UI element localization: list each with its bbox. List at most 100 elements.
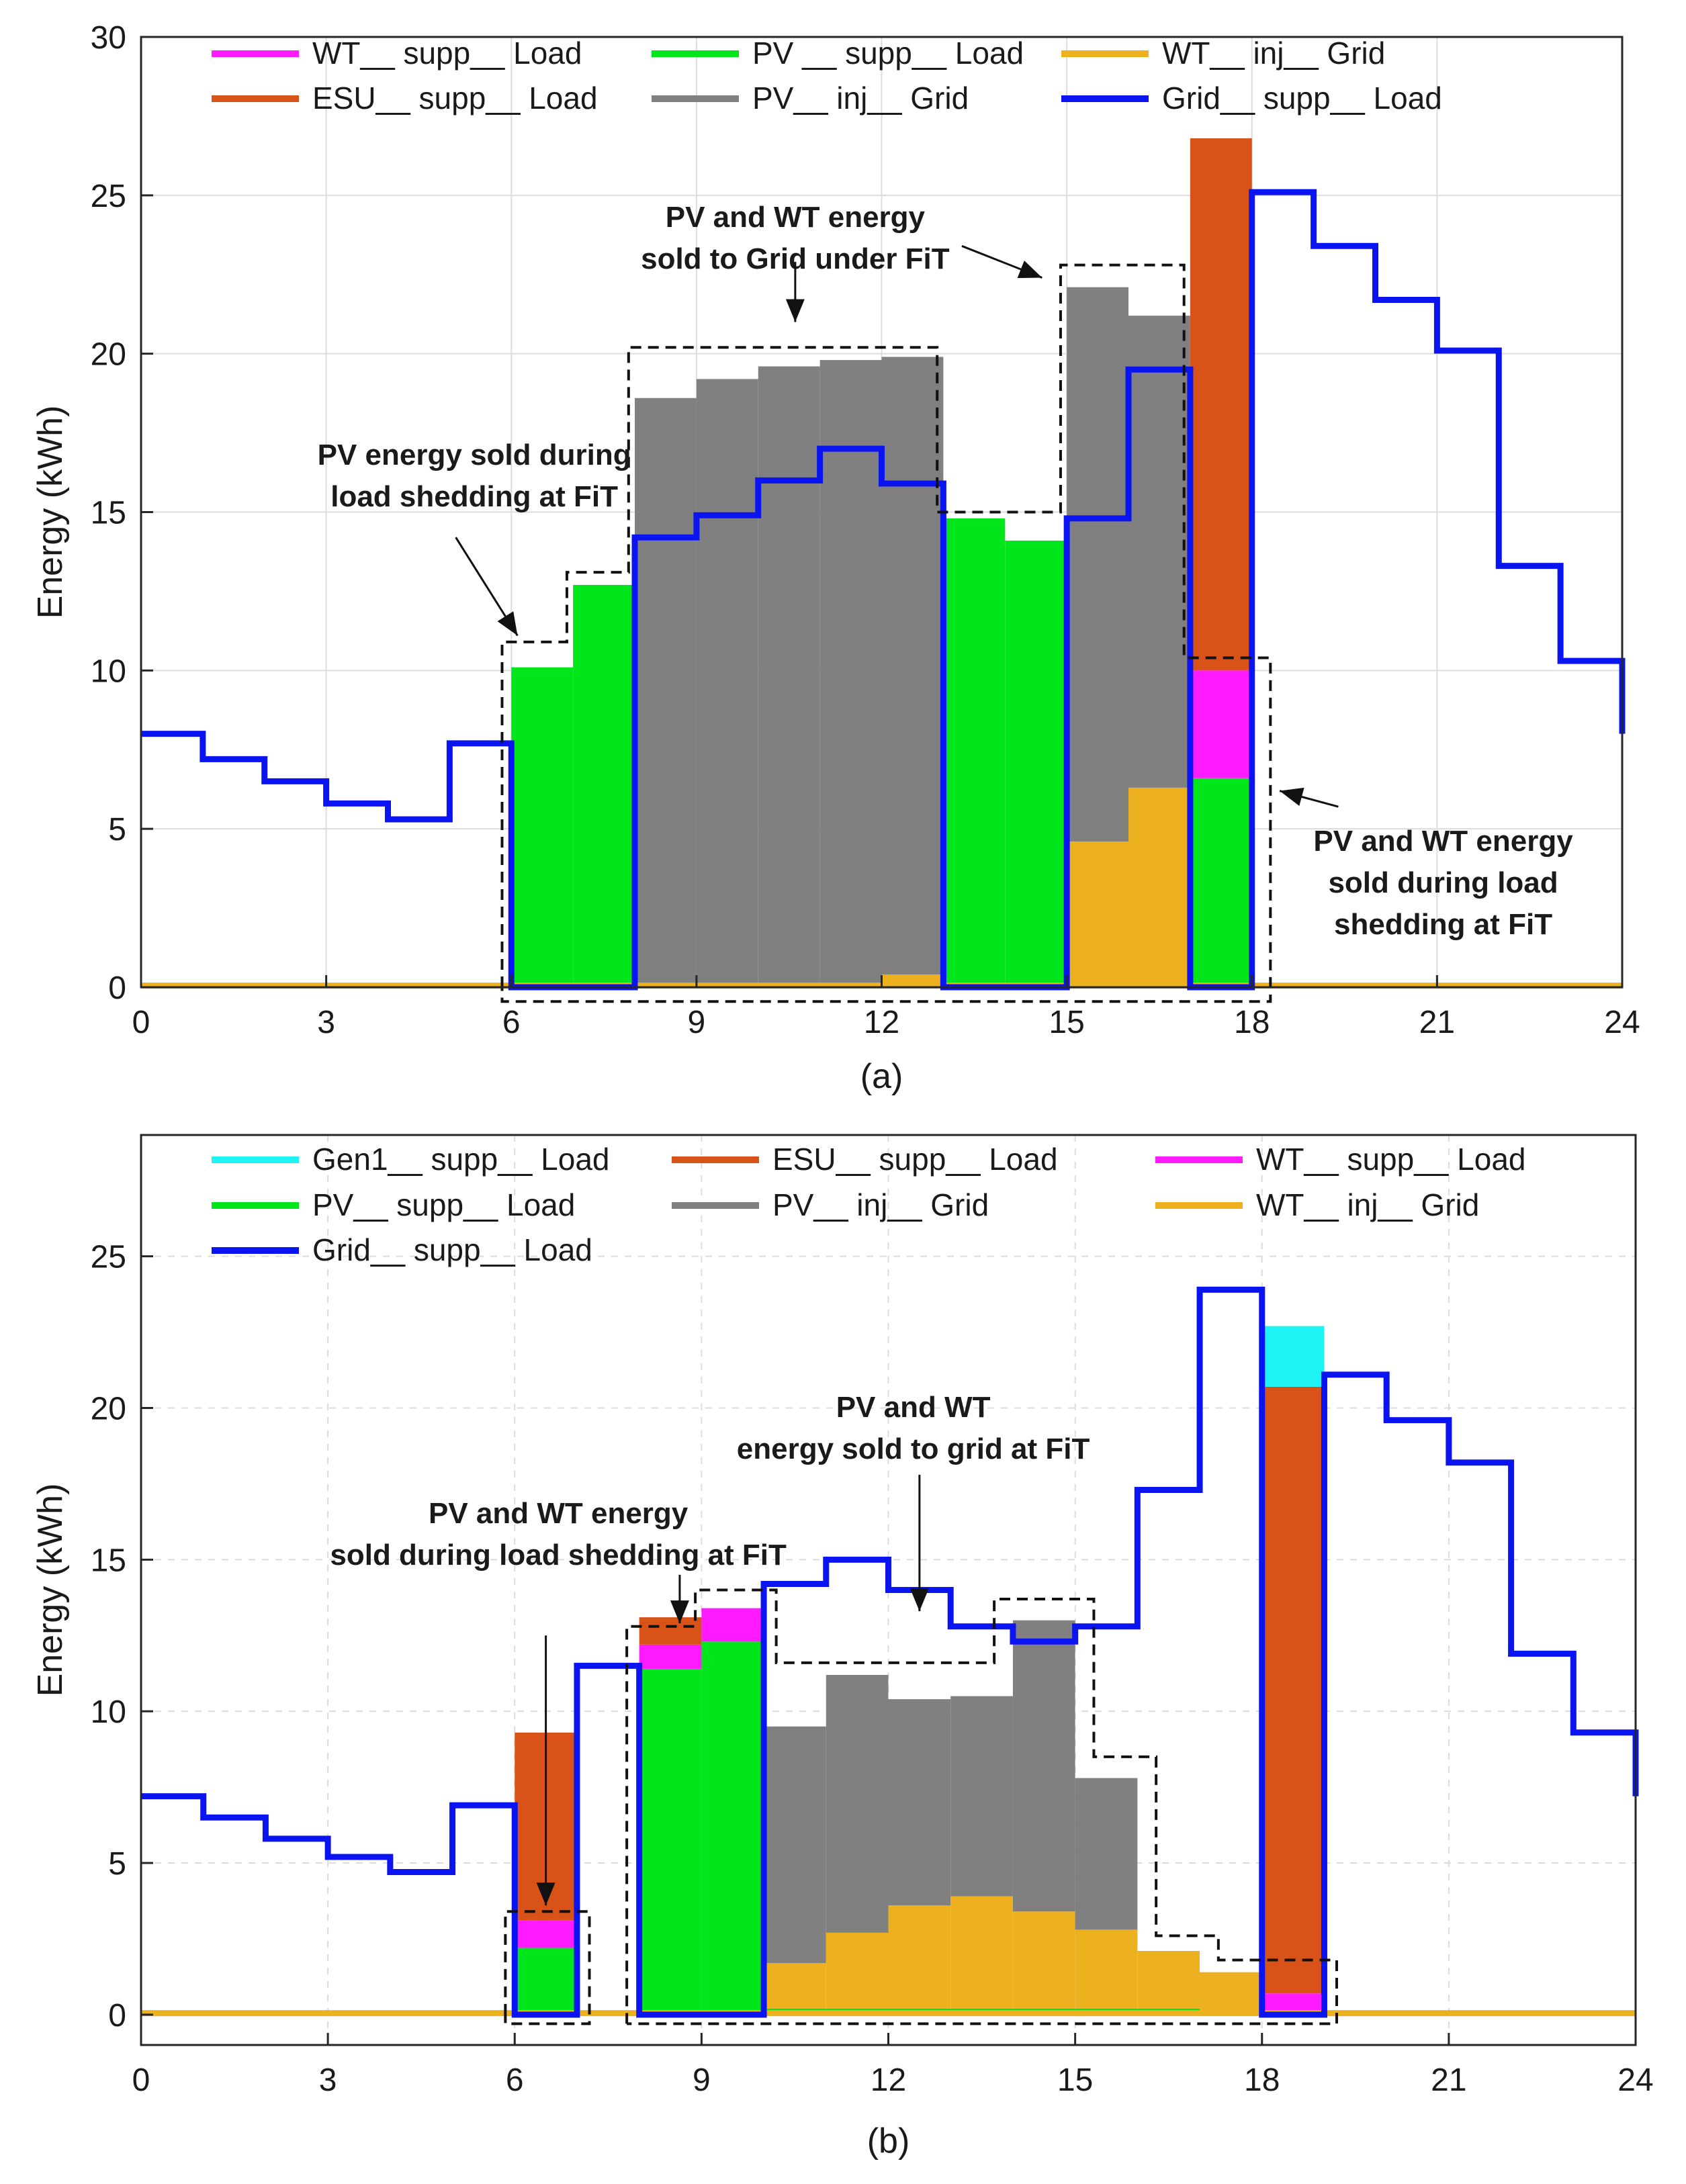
panel-b-annotation-text: PV and WT — [836, 1391, 991, 1424]
panel-b-bar-pv-inj-h13 — [950, 1696, 1013, 1897]
panel-a-bars — [511, 138, 1252, 987]
panel-a-bar-wt-inj-h15 — [1067, 841, 1128, 987]
panel-a-bar-esu-h17 — [1190, 138, 1252, 671]
panel-b-ytick-label: 5 — [108, 1846, 126, 1882]
panel-a-bar-pv-inj-h11 — [819, 360, 882, 985]
panel-a-annotation-arrow-head — [785, 299, 805, 322]
panel-b-bar-pv-supp-h6 — [515, 1948, 577, 2015]
panel-a-ytick-label: 0 — [108, 970, 126, 1006]
panel-b-bar-wt-supp-h8 — [639, 1644, 702, 1669]
panel-a-bar-wt-supp-h17 — [1190, 670, 1252, 778]
panel-b-ytick-label: 15 — [91, 1543, 126, 1578]
panel-b-bar-pv-inj-h12 — [888, 1699, 951, 1906]
panel-a-annotation-arrow-head — [497, 611, 518, 636]
panel-b-legend-label: PV__ supp__ Load — [312, 1187, 575, 1222]
panel-a-annotation-text: sold during load — [1328, 866, 1558, 899]
panel-b-bar-wt-inj-h13 — [950, 1896, 1013, 2009]
panel-a-xtick-label: 6 — [502, 1005, 521, 1040]
panel-b-xtick-label: 24 — [1617, 2062, 1653, 2098]
panel-a-ticks: 0 3 6 9 12 15 18 21 24 0 5 10 15 20 25 30 — [91, 20, 1640, 1040]
panel-a-legend-label: ESU__ supp__ Load — [312, 81, 598, 116]
panel-b-highlight-box-0 — [504, 1910, 591, 2026]
panel-b-highlight-box-1 — [625, 1588, 1338, 2026]
panel-a-bar-pv-inj-h8 — [635, 398, 697, 985]
panel-a-bar-pv-inj-h12 — [881, 357, 944, 975]
panel-a-annotation-text: PV and WT energy — [1313, 825, 1573, 858]
panel-a-ytick-label: 20 — [91, 337, 126, 373]
panel-b-bars — [515, 1326, 1325, 2015]
panel-a-xtick-label: 15 — [1049, 1005, 1084, 1040]
panel-b-xtick-label: 9 — [693, 2062, 711, 2098]
panel-a-xtick-label: 9 — [688, 1005, 706, 1040]
panel-b-legend-label: Gen1__ supp__ Load — [312, 1142, 610, 1177]
panel-a-xtick-label: 21 — [1419, 1005, 1455, 1040]
panel-a-ytick-label: 15 — [91, 496, 126, 531]
panel-a-xtick-label: 18 — [1234, 1005, 1270, 1040]
panel-b-annotations: PV and WT energy sold to grid at FiT PV an… — [330, 1391, 1090, 1906]
panel-a-bar-pv-inj-h10 — [758, 366, 820, 985]
panel-b-xtick-label: 18 — [1244, 2062, 1280, 2098]
panel-b-bar-wt-inj-h16 — [1137, 1950, 1200, 2009]
panel-b-bar-wt-inj-h12 — [888, 1905, 951, 2009]
panel-a-bar-pv-inj-h16 — [1128, 316, 1190, 788]
panel-a-bar-pv-inj-h9 — [696, 379, 758, 985]
panel-b-xtick-label: 12 — [871, 2062, 906, 2098]
panel-b-bar-wt-supp-h9 — [701, 1608, 764, 1642]
panel-b-legend-label: WT__ inj__ Grid — [1256, 1187, 1479, 1222]
panel-a-annotation-text: PV energy sold during — [318, 439, 631, 471]
panel-a-ytick-label: 10 — [91, 653, 126, 689]
panel-b-bar-pv-inj-h14 — [1012, 1620, 1075, 1912]
panel-b-bar-wt-inj-h17 — [1200, 1972, 1262, 2015]
panel-b-bar-wt-supp-h6 — [515, 1920, 577, 1948]
panel-a-legend-label: PV __ supp__ Load — [752, 36, 1024, 71]
panel-a-ytick-label: 25 — [91, 179, 126, 214]
panel-a-legend: WT__ supp__ Load PV __ supp__ Load WT__ in… — [212, 36, 1442, 116]
panel-a-annotation-text: PV and WT energy — [666, 201, 926, 234]
panel-b-bar-wt-inj-h10 — [764, 1963, 826, 2009]
panel-b-xtick-label: 21 — [1431, 2062, 1466, 2098]
panel-b-annotation-arrow-head — [536, 1882, 556, 1906]
panel-a-xtick-label: 24 — [1604, 1005, 1640, 1040]
panel-b-xtick-label: 0 — [132, 2062, 150, 2098]
panel-a-ytick-label: 30 — [91, 20, 126, 56]
panel-b-ytick-label: 0 — [108, 1998, 126, 2034]
panel-b-annotation-text: sold during load shedding at FiT — [330, 1539, 787, 1572]
panel-b-annotation-text: PV and WT energy — [429, 1497, 689, 1530]
panel-a-ylabel: Energy (kWh) — [31, 406, 70, 619]
panel-a-xtick-label: 12 — [864, 1005, 899, 1040]
panel-b-ytick-label: 20 — [91, 1392, 126, 1427]
panel-a-xtick-label: 0 — [132, 1005, 150, 1040]
panel-a-legend-label: WT__ supp__ Load — [312, 36, 582, 71]
panel-b-ylabel: Energy (kWh) — [31, 1484, 70, 1697]
panel-a-grid-supp-load-line — [141, 189, 1626, 991]
panel-a-annotation-text: shedding at FiT — [1334, 908, 1552, 941]
panel-b-legend: Gen1__ supp__ Load ESU__ supp__ Load WT__ … — [212, 1142, 1526, 1267]
panel-b-label: (b) — [867, 2122, 910, 2160]
panel-a-bar-pv-inj-h15 — [1067, 287, 1128, 842]
panel-b-xtick-label: 15 — [1057, 2062, 1093, 2098]
panel-a-label: (a) — [860, 1057, 903, 1096]
panel-b-annotation-text: energy sold to grid at FiT — [737, 1432, 1090, 1465]
panel-a-legend-label: WT__ inj__ Grid — [1162, 36, 1385, 71]
panel-b-bar-wt-inj-h15 — [1075, 1929, 1138, 2009]
panel-b-bar-esu-h18 — [1261, 1386, 1325, 1994]
panel-a-legend-label: PV__ inj__ Grid — [752, 81, 969, 116]
panel-a-ytick-label: 5 — [108, 812, 126, 848]
panel-b-bar-esu-h8 — [639, 1617, 702, 1645]
panel-b-annotation-arrow-head — [670, 1600, 689, 1624]
panel-b-legend-label: WT__ supp__ Load — [1256, 1142, 1526, 1177]
panel-b-bar-wt-inj-h11 — [826, 1932, 889, 2009]
panel-a-annotation-text: load shedding at FiT — [330, 480, 618, 513]
panel-a-bar-pv-supp-h14 — [1005, 540, 1067, 987]
panel-b-bar-wt-inj-h14 — [1012, 1911, 1075, 2009]
panel-a-legend-label: Grid__ supp__ Load — [1162, 81, 1442, 116]
panel-a-bar-pv-supp-h17 — [1190, 778, 1252, 987]
panel-b-ytick-label: 25 — [91, 1240, 126, 1275]
panel-b-chart: 0 3 6 9 12 15 18 21 24 0 5 10 15 20 25 Energy (kWh) (b) G… — [31, 1134, 1654, 2160]
panel-b-bar-pv-supp-h9 — [701, 1641, 764, 2015]
panel-b-bar-pv-supp-h8 — [639, 1668, 702, 2015]
panel-a-chart: 0 3 6 9 12 15 18 21 24 0 5 10 15 20 25 30 Energy (kWh) (a… — [31, 20, 1640, 1096]
panel-b-ytick-label: 10 — [91, 1694, 126, 1730]
